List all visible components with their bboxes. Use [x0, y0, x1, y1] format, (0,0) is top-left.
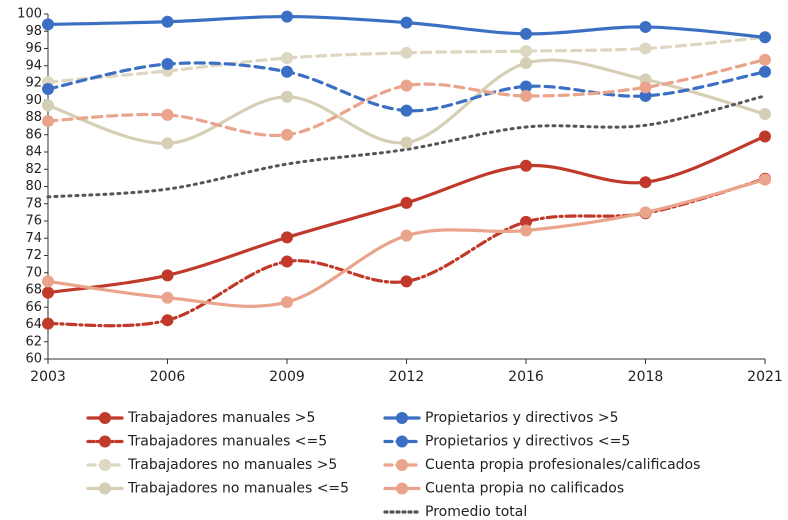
- data-point: [639, 42, 652, 55]
- series-line: [46, 134, 767, 295]
- data-point: [759, 173, 771, 186]
- data-point: [520, 80, 532, 93]
- data-point: [639, 176, 652, 189]
- y-tick-label: 60: [25, 352, 42, 367]
- y-tick-label: 92: [25, 76, 42, 91]
- y-tick-label: 66: [25, 300, 42, 315]
- data-point: [281, 10, 293, 23]
- x-tick-label: 2009: [269, 369, 305, 385]
- legend-label: Promedio total: [425, 504, 527, 520]
- data-point: [520, 224, 532, 237]
- y-tick-label: 90: [25, 93, 42, 108]
- x-tick-label: 2021: [747, 369, 783, 385]
- data-point: [520, 159, 532, 172]
- series-line: [46, 94, 767, 199]
- data-point: [161, 15, 174, 28]
- data-point: [759, 65, 771, 78]
- data-point: [639, 206, 652, 219]
- x-tick-label: 2012: [389, 369, 425, 385]
- y-tick-label: 86: [25, 127, 42, 142]
- data-point: [281, 51, 293, 64]
- data-point: [639, 81, 652, 94]
- y-tick-label: 88: [25, 110, 42, 125]
- series-line: [46, 35, 767, 84]
- legend-label: Trabajadores manuales >5: [127, 410, 315, 426]
- data-point: [42, 286, 54, 299]
- data-point: [759, 130, 771, 143]
- x-tick-label: 2003: [30, 369, 66, 385]
- data-point: [161, 58, 174, 71]
- y-tick-label: 74: [25, 231, 42, 246]
- legend-marker: [99, 459, 111, 471]
- data-point: [400, 79, 413, 92]
- y-tick-label: 64: [25, 317, 42, 332]
- legend-marker: [99, 412, 111, 424]
- y-tick-label: 96: [25, 41, 42, 56]
- data-point: [400, 46, 413, 59]
- y-tick-label: 72: [25, 248, 42, 263]
- data-point: [281, 128, 293, 141]
- legend-marker: [396, 435, 408, 448]
- data-point: [520, 215, 532, 228]
- legend-marker: [396, 482, 408, 495]
- data-point: [281, 90, 293, 103]
- legend-marker: [396, 459, 408, 471]
- x-tick-label: 2016: [508, 369, 544, 385]
- legend-marker: [396, 412, 408, 424]
- x-tick-label: 2006: [150, 369, 186, 385]
- data-point: [520, 57, 532, 70]
- data-point: [520, 27, 532, 40]
- data-point: [520, 89, 532, 102]
- data-point: [759, 108, 771, 121]
- data-point: [42, 114, 54, 127]
- data-point: [161, 137, 174, 150]
- data-point: [759, 31, 771, 44]
- data-point: [759, 53, 771, 66]
- data-point: [400, 104, 413, 117]
- data-point: [161, 291, 174, 304]
- y-tick-label: 82: [25, 162, 42, 177]
- data-point: [520, 45, 532, 58]
- data-point: [281, 65, 293, 78]
- legend-label: Cuenta propia no calificados: [425, 481, 624, 497]
- legend-label: Trabajadores no manuales <=5: [127, 481, 349, 497]
- data-point: [400, 275, 413, 288]
- data-point: [161, 269, 174, 282]
- legend-marker: [99, 435, 111, 448]
- y-tick-label: 84: [25, 145, 42, 160]
- legend-label: Propietarios y directivos >5: [425, 410, 619, 426]
- y-tick-label: 62: [25, 334, 42, 349]
- data-point: [42, 317, 54, 330]
- data-point: [281, 231, 293, 244]
- y-tick-label: 94: [25, 58, 42, 73]
- legend-label: Trabajadores no manuales >5: [127, 457, 337, 473]
- data-point: [42, 83, 54, 96]
- data-point: [161, 314, 174, 327]
- y-tick-label: 70: [25, 265, 42, 280]
- data-point: [281, 296, 293, 309]
- data-point: [400, 229, 413, 242]
- legend-marker: [99, 482, 111, 495]
- data-point: [639, 89, 652, 102]
- y-tick-label: 98: [25, 24, 42, 39]
- data-point: [42, 99, 54, 112]
- y-tick-label: 78: [25, 196, 42, 211]
- y-tick-label: 80: [25, 179, 42, 194]
- legend-label: Propietarios y directivos <=5: [425, 434, 630, 450]
- y-tick-label: 68: [25, 283, 42, 298]
- y-tick-label: 76: [25, 214, 42, 229]
- data-point: [42, 275, 54, 288]
- y-tick-label: 100: [17, 7, 42, 22]
- x-tick-label: 2018: [628, 369, 664, 385]
- data-point: [42, 18, 54, 31]
- data-point: [400, 196, 413, 209]
- data-point: [400, 136, 413, 149]
- data-point: [639, 20, 652, 33]
- legend-label: Trabajadores manuales <=5: [127, 434, 327, 450]
- data-point: [281, 255, 293, 268]
- data-point: [161, 108, 174, 121]
- data-point: [400, 16, 413, 29]
- legend-label: Cuenta propia profesionales/calificados: [425, 457, 700, 473]
